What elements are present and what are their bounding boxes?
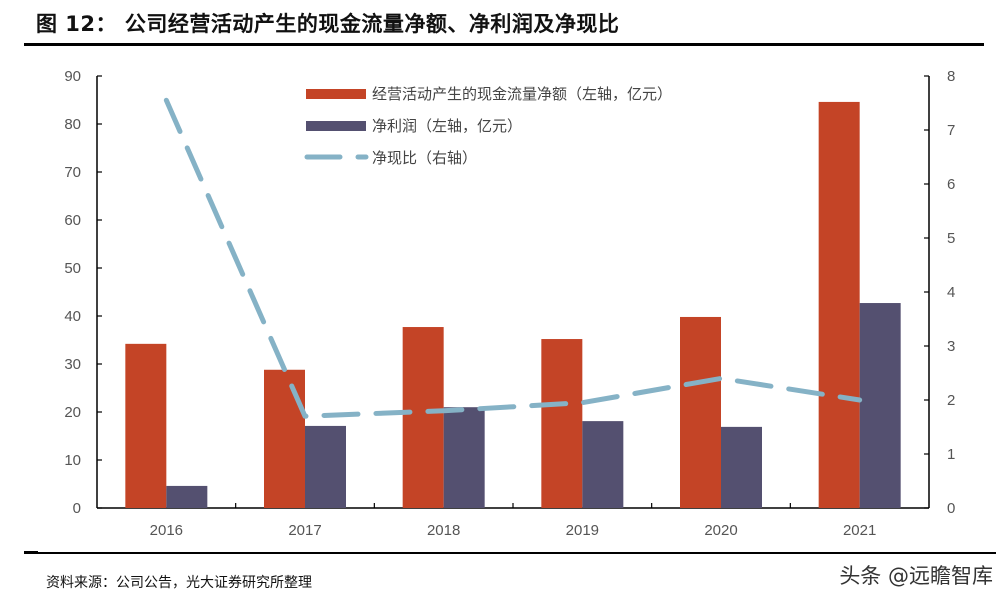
legend-label-ratio: 净现比（右轴）	[372, 150, 477, 167]
bars-group	[125, 101, 901, 509]
bar-net-profit	[721, 426, 762, 508]
x-tick-label: 2018	[427, 522, 460, 539]
left-tick-label: 60	[64, 212, 81, 229]
x-tick-label: 2017	[288, 522, 321, 539]
watermark: 头条 @远瞻智库	[839, 564, 993, 588]
left-tick-label: 30	[64, 356, 81, 373]
left-tick-label: 0	[73, 500, 81, 517]
bar-ocf	[264, 369, 305, 508]
legend: 经营活动产生的现金流量净额（左轴，亿元） 净利润（左轴，亿元） 净现比（右轴）	[304, 86, 672, 167]
right-y-axis: 0 1 2 3 4 5 6 7 8	[924, 68, 955, 517]
source-note: 资料来源：公司公告，光大证券研究所整理	[46, 575, 312, 591]
right-tick-label: 0	[947, 500, 955, 517]
footer-divider-mark	[24, 551, 38, 554]
x-tick-label: 2019	[566, 522, 599, 539]
legend-swatch-ocf	[306, 89, 366, 99]
left-tick-label: 70	[64, 164, 81, 181]
left-tick-label: 50	[64, 260, 81, 277]
bar-ocf	[402, 327, 444, 508]
bar-ocf	[818, 101, 860, 509]
x-tick-label: 2020	[704, 522, 737, 539]
title-divider	[24, 43, 984, 46]
bar-net-profit	[305, 425, 346, 508]
chart-title: 图 12： 公司经营活动产生的现金流量净额、净利润及净现比	[36, 12, 620, 36]
left-y-axis: 0 10 20 30 40 50 60 70 80 90	[64, 68, 102, 517]
right-tick-label: 1	[947, 446, 955, 463]
bar-ocf	[541, 339, 583, 508]
x-tick-label: 2016	[150, 522, 183, 539]
bar-ocf	[125, 343, 167, 508]
bar-net-profit	[582, 421, 624, 508]
left-tick-label: 20	[64, 404, 81, 421]
left-tick-label: 40	[64, 308, 81, 325]
legend-label-ocf: 经营活动产生的现金流量净额（左轴，亿元）	[372, 86, 672, 103]
bar-net-profit	[443, 407, 485, 508]
x-axis: 2016 2017 2018 2019 2020 2021	[97, 503, 929, 539]
legend-label-net-profit: 净利润（左轴，亿元）	[372, 118, 522, 135]
right-tick-label: 6	[947, 176, 955, 193]
ratio-line	[163, 97, 863, 419]
left-tick-label: 80	[64, 116, 81, 133]
right-tick-label: 5	[947, 230, 955, 247]
left-tick-label: 10	[64, 452, 81, 469]
ratio-line-group	[163, 97, 863, 419]
right-tick-label: 8	[947, 68, 955, 85]
bar-net-profit	[859, 303, 901, 508]
x-tick-label: 2021	[843, 522, 876, 539]
legend-swatch-net-profit	[306, 121, 366, 131]
right-tick-label: 7	[947, 122, 955, 139]
right-tick-label: 3	[947, 338, 955, 355]
bar-net-profit	[166, 485, 208, 508]
footer-divider	[36, 552, 996, 554]
bar-ocf	[680, 316, 721, 508]
left-tick-label: 90	[64, 68, 81, 85]
right-tick-label: 4	[947, 284, 955, 301]
right-tick-label: 2	[947, 392, 955, 409]
